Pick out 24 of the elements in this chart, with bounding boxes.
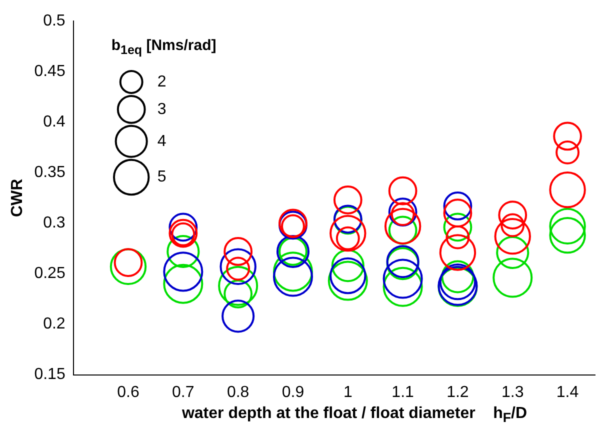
legend-label: 2: [157, 73, 166, 90]
x-tick-label: 1.4: [556, 384, 579, 401]
y-axis-title: CWR: [9, 178, 26, 218]
legend-label: 3: [157, 100, 166, 118]
legend-label: 5: [157, 168, 166, 186]
x-tick-label: 1.1: [392, 384, 414, 401]
x-axis-title: water depth at the float / float diameter h$_{F}$/D: [180, 405, 528, 426]
legend-label: 4: [157, 132, 166, 150]
x-tick-label: 0.6: [117, 384, 140, 401]
x-tick-label: 0.7: [172, 384, 194, 401]
x-tick-label: 0.9: [282, 384, 304, 401]
y-tick-label: 0.15: [34, 366, 66, 384]
y-tick-label: 0.4: [43, 114, 66, 130]
x-tick-label: 1: [343, 384, 352, 401]
y-tick-label: 0.25: [34, 265, 66, 282]
y-tick-label: 0.3: [43, 214, 66, 232]
x-tick-label: 0.8: [226, 384, 250, 401]
legend-title: b$_{1eq}$ [Nms/rad]: [111, 37, 216, 57]
y-tick-label: 0.5: [43, 12, 66, 30]
x-tick-label: 1.2: [446, 384, 469, 401]
y-tick-label: 0.45: [34, 62, 66, 80]
y-tick-label: 0.35: [34, 164, 66, 182]
y-tick-label: 0.2: [43, 316, 66, 333]
x-tick-label: 1.3: [502, 384, 524, 401]
